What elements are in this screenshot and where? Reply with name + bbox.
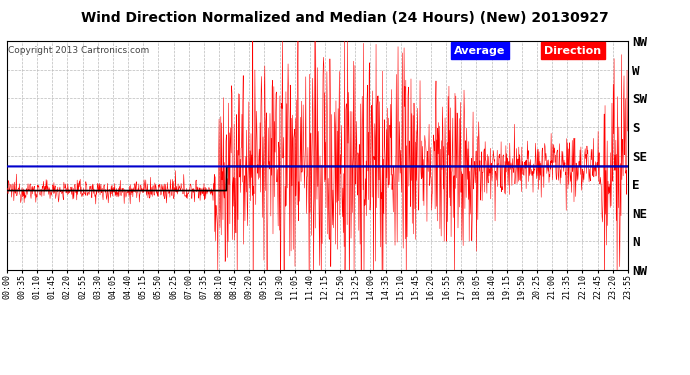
Text: Average: Average [454, 46, 505, 56]
Text: Direction: Direction [544, 46, 601, 56]
Text: Wind Direction Normalized and Median (24 Hours) (New) 20130927: Wind Direction Normalized and Median (24… [81, 11, 609, 25]
Text: Copyright 2013 Cartronics.com: Copyright 2013 Cartronics.com [8, 46, 150, 55]
